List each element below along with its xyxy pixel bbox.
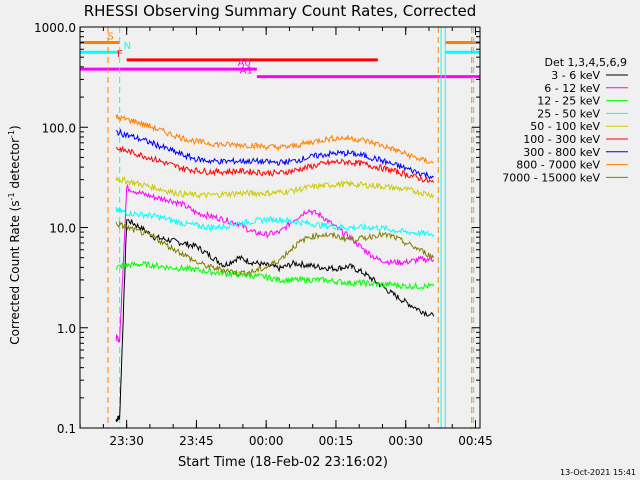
legend-label-300-800-kev: 300 - 800 keV: [523, 146, 600, 159]
legend-label-7000-15000-kev: 7000 - 15000 keV: [502, 171, 600, 184]
y-tick-label: 10.0: [49, 222, 76, 236]
flag-label-s: S: [107, 32, 113, 43]
legend-label-12-25-kev: 12 - 25 keV: [537, 95, 600, 108]
y-tick-label: 100.0: [42, 121, 76, 135]
y-tick-label: 1.0: [57, 322, 76, 336]
vertical-markers: [79, 27, 475, 428]
x-tick-label: 00:45: [458, 434, 493, 448]
x-tick-label: 00:15: [319, 434, 354, 448]
flag-label-a1: A1: [240, 66, 253, 77]
legend-label-3-6-kev: 3 - 6 keV: [551, 69, 600, 82]
flag-label-a0: A0: [238, 58, 251, 69]
x-tick-label: 00:00: [249, 434, 284, 448]
legend-label-100-300-kev: 100 - 300 keV: [523, 133, 600, 146]
footer-timestamp: 13-Oct-2021 15:41: [560, 468, 636, 477]
x-axis-label: Start Time (18-Feb-02 23:16:02): [178, 455, 388, 470]
series-300-800-kev: [115, 128, 434, 180]
x-tick-label: 00:30: [388, 434, 423, 448]
legend-label-25-50-kev: 25 - 50 keV: [537, 107, 600, 120]
series-6-12-kev: [115, 183, 435, 343]
x-tick-label: 23:45: [179, 434, 214, 448]
series-100-300-kev: [115, 145, 435, 183]
series-25-50-kev: [115, 206, 435, 238]
chart-title: RHESSI Observing Summary Count Rates, Co…: [84, 2, 477, 20]
series-800-7000-kev: [115, 113, 434, 164]
series-7000-15000-kev: [115, 220, 435, 277]
y-tick-label: 1000.0: [34, 21, 76, 35]
y-tick-label: 0.1: [57, 422, 76, 436]
series-50-100-kev: [115, 176, 435, 200]
y-axis-label: Corrected Count Rate (s-1 detector-1): [7, 125, 22, 344]
flag-label-f: F: [117, 49, 123, 60]
legend-label-800-7000-kev: 800 - 7000 keV: [516, 159, 600, 172]
legend-label-6-12-kev: 6 - 12 keV: [544, 82, 600, 95]
y-axis-ticks: 0.1 1.0 10.0 100.0 1000.0: [34, 21, 480, 436]
series-lines: [115, 113, 435, 423]
legend-title: Det 1,3,4,5,6,9: [544, 56, 627, 69]
legend-label-50-100-kev: 50 - 100 keV: [530, 120, 600, 133]
x-tick-label: 23:30: [109, 434, 144, 448]
series-12-25-kev: [115, 260, 435, 290]
x-axis-ticks: 23:30 23:45 00:00 00:15 00:30 00:45: [79, 27, 493, 448]
flag-label-n: N: [124, 41, 131, 52]
